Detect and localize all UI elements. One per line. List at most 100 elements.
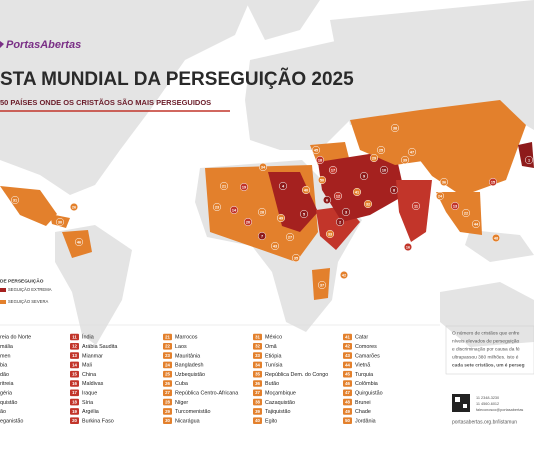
marker-dot [257, 207, 267, 217]
country-name: República Dem. do Congo [265, 372, 328, 378]
rank-number: 45 [345, 372, 350, 377]
rank-number: 41 [345, 334, 350, 339]
marker-label: 31 [13, 198, 17, 202]
marker-label: 42 [342, 273, 346, 277]
qr-code [452, 394, 470, 412]
country-name: Laos [175, 344, 187, 350]
rank-badge [343, 389, 352, 397]
country-name: géria [0, 391, 12, 397]
indonesia [465, 230, 534, 262]
qr-detail [463, 404, 467, 408]
marker-label: 14 [232, 208, 237, 212]
marker-dot [435, 191, 445, 201]
marker-dot [239, 182, 249, 192]
marker-label: 5 [303, 212, 305, 216]
info-line: O número de cristãos que enfre [452, 330, 520, 336]
rank-number: 15 [72, 372, 77, 377]
marker-label: 4 [282, 184, 285, 188]
marker-label: 37 [320, 283, 324, 287]
rank-number: 36 [255, 381, 260, 386]
marker-label: 7 [261, 234, 263, 238]
marker-label: 29 [372, 156, 376, 160]
india [396, 180, 432, 242]
rank-badge [163, 398, 172, 406]
country-name: Camarões [355, 353, 380, 359]
marker-label: 11 [414, 204, 418, 208]
marker-dot [359, 171, 369, 181]
legend-label: SEGUIÇÃO SEVERA [8, 299, 48, 304]
marker-label: 1 [528, 158, 530, 162]
rank-badge [163, 361, 172, 369]
marker-label: 44 [474, 222, 479, 226]
marker-label: 48 [494, 236, 498, 240]
info-line: ultrapassou 380 milhões. Isto é [452, 354, 519, 360]
rank-badge [343, 380, 352, 387]
rank-badge [70, 408, 79, 415]
country-name: Uzbequistão [175, 372, 205, 378]
marker-dot [390, 123, 400, 133]
marker-dot [335, 217, 345, 227]
country-name: Brunei [355, 400, 371, 406]
marker-dot [212, 202, 222, 212]
rank-badge [253, 352, 262, 359]
rank-badge [343, 417, 352, 424]
marker-label: 23 [215, 205, 219, 209]
info-line: e discriminação por causa da fé [452, 346, 520, 352]
marker-label: 12 [336, 194, 340, 198]
rank-number: 49 [345, 409, 350, 414]
rank-number: 40 [255, 418, 260, 423]
marker-dot [325, 229, 335, 239]
rank-badge [343, 352, 352, 359]
marker-dot [219, 181, 229, 191]
country-name: Turquia [355, 372, 373, 378]
rank-number: 19 [72, 409, 77, 414]
rank-badge [343, 333, 352, 341]
marker-dot [243, 217, 253, 227]
marker-dot [376, 145, 386, 155]
marker-dot [411, 201, 421, 211]
marker-label: 47 [410, 150, 414, 154]
country-name: Mauritânia [175, 353, 200, 359]
country-name: Catar [355, 335, 368, 341]
rank-badge [343, 398, 352, 406]
rank-badge [343, 343, 352, 350]
rank-badge [253, 343, 262, 350]
rank-badge [253, 389, 262, 397]
rank-badge [163, 333, 172, 341]
china [412, 100, 526, 196]
rank-number: 39 [255, 409, 260, 414]
country-name: Iraque [82, 391, 97, 397]
rank-number: 27 [165, 390, 170, 395]
country-name: Moçambique [265, 391, 296, 397]
contact: 11 2348-3230 [476, 396, 499, 400]
marker-label: 39 [403, 158, 407, 162]
marker-label: 18 [318, 158, 322, 162]
marker-dot [491, 233, 501, 243]
header: PortasAbertas STA MUNDIAL DA PERSEGUIÇÃO… [0, 39, 354, 112]
marker-label: 49 [279, 216, 283, 220]
rank-badge [163, 380, 172, 387]
marker-label: 6 [326, 198, 328, 202]
marker-dot [524, 155, 534, 165]
rank-number: 14 [72, 362, 77, 367]
rank-badge [163, 417, 172, 424]
country-name: China [82, 372, 96, 378]
marker-dot [301, 185, 311, 195]
marker-dot [299, 209, 309, 219]
marker-dot [276, 213, 286, 223]
rank-number: 30 [165, 418, 170, 423]
rank-number: 35 [255, 372, 260, 377]
marker-dot [363, 199, 373, 209]
country-name: Egito [265, 418, 277, 424]
rank-number: 13 [72, 353, 77, 358]
rank-badge [343, 370, 352, 378]
info-box [445, 325, 534, 375]
marker-label: 40 [304, 188, 308, 192]
marker-label: 35 [294, 256, 298, 260]
legend-swatch [0, 288, 6, 292]
marker-label: 9 [363, 174, 365, 178]
marker-label: 32 [366, 202, 370, 206]
marker-label: 21 [222, 184, 226, 188]
marker-dot [328, 165, 338, 175]
country-name: ão [0, 409, 6, 415]
